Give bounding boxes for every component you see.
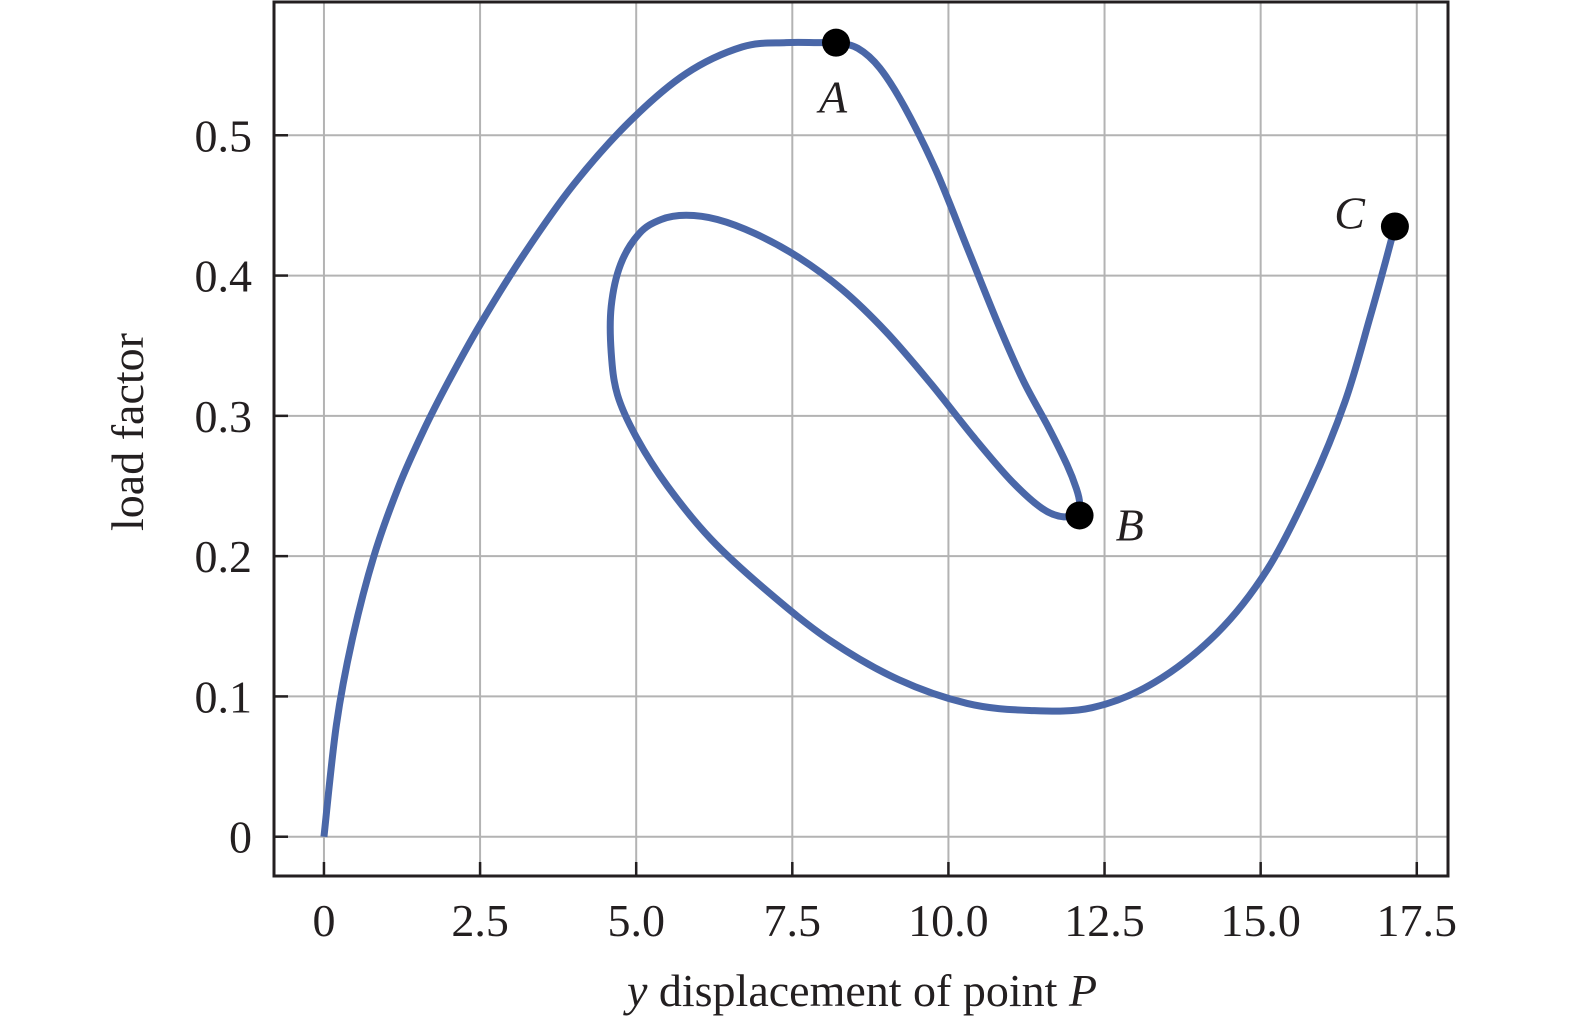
y-axis-label: load factor [102, 333, 153, 531]
y-tick-label: 0.5 [195, 110, 253, 161]
x-axis-label-text: displacement of point [647, 965, 1069, 1016]
y-tick-labels: 0 0.1 0.2 0.3 0.4 0.5 [195, 110, 253, 862]
y-tick-label: 0.1 [195, 671, 253, 722]
marked-points: A B C [816, 28, 1409, 550]
grid-lines [274, 2, 1448, 876]
y-tick-label: 0.3 [195, 391, 253, 442]
x-tick-label: 12.5 [1064, 895, 1145, 946]
x-axis-label: y displacement of point P [623, 965, 1097, 1016]
series-line [320, 38, 1399, 838]
x-tick-label: 7.5 [764, 895, 822, 946]
x-axis-label-point: P [1068, 965, 1097, 1016]
axis-ticks [274, 134, 1419, 876]
x-tick-label: 17.5 [1377, 895, 1458, 946]
point-label-c: C [1334, 187, 1366, 238]
point-marker-c [1380, 212, 1409, 241]
series-layer [320, 38, 1399, 838]
x-tick-label: 5.0 [607, 895, 665, 946]
point-marker-a [822, 28, 851, 57]
x-tick-labels: 0 2.5 5.0 7.5 10.0 12.5 15.0 17.5 [312, 895, 1457, 946]
x-tick-label: 2.5 [451, 895, 509, 946]
x-tick-label: 15.0 [1220, 895, 1301, 946]
point-marker-b [1065, 501, 1094, 530]
point-label-b: B [1116, 499, 1144, 550]
y-tick-label: 0.4 [195, 251, 253, 302]
x-axis-label-var: y [623, 965, 648, 1016]
point-label-a: A [816, 72, 848, 123]
y-tick-label: 0 [229, 812, 252, 863]
x-tick-label: 0 [312, 895, 335, 946]
x-tick-label: 10.0 [908, 895, 989, 946]
y-tick-label: 0.2 [195, 531, 253, 582]
plot-frame [272, 0, 1450, 878]
